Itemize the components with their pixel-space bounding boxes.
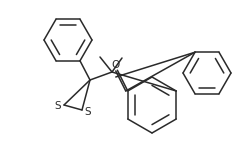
- Text: S: S: [55, 101, 61, 111]
- Text: O: O: [112, 60, 120, 70]
- Text: S: S: [85, 107, 91, 117]
